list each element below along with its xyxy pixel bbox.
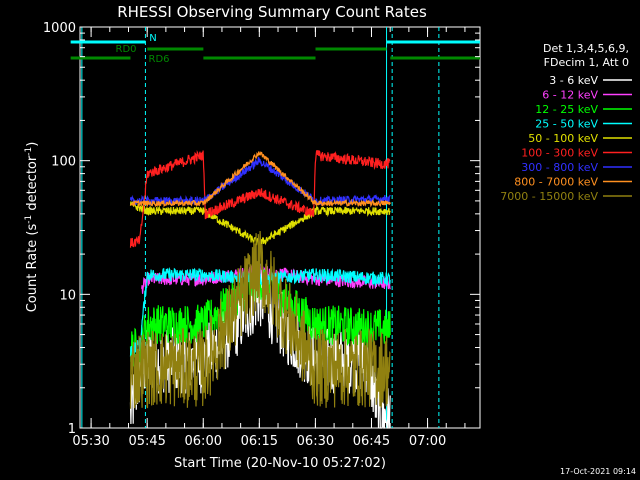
flag-label: RD0 [116,44,137,55]
legend-header-1: Det 1,3,4,5,6,9, [543,42,629,55]
series-line-2 [129,262,391,367]
series-line-7 [130,150,391,209]
generation-timestamp: 17-Oct-2021 09:14 [560,467,636,476]
legend-label: 12 - 25 keV [535,103,598,116]
y-tick-label: 1 [68,422,76,437]
series-line-6 [129,156,391,207]
y-axis-label-mid: detector [25,155,40,215]
plot-content: N RD0 RD6 [70,27,480,429]
x-tick-label: 06:00 [185,434,222,449]
legend: Det 1,3,4,5,6,9, FDecim 1, Att 0 3 - 6 k… [500,42,632,203]
legend-label: 3 - 6 keV [549,74,598,87]
flag-label: N [149,33,156,44]
chart-title: RHESSI Observing Summary Count Rates [117,3,427,21]
series-line-5 [129,149,391,248]
x-tick-label: 05:45 [128,434,165,449]
legend-header-2: FDecim 1, Att 0 [544,56,629,69]
y-axis: 1 10 100 1000 [43,21,480,437]
legend-label: 300 - 800 keV [521,161,598,174]
y-axis-label-main: Count Rate (s [25,224,40,313]
x-tick-label: 06:30 [297,434,334,449]
y-tick-label: 100 [51,155,76,170]
x-tick-label: 07:00 [409,434,446,449]
y-tick-label: 10 [59,288,76,303]
series-line-8 [129,230,391,409]
y-axis-label-sup2: -1 [24,147,34,156]
y-tick-label: 1000 [43,21,76,36]
legend-label: 25 - 50 keV [535,118,598,131]
legend-label: 800 - 7000 keV [514,176,598,189]
x-tick-label: 06:15 [241,434,278,449]
y-axis-label: Count Rate (s-1 detector-1) [24,142,40,313]
y-axis-label-end: ) [25,142,40,147]
y-axis-label-sup1: -1 [24,215,34,224]
legend-label: 50 - 100 keV [528,132,598,145]
plot-frame [79,26,481,429]
legend-label: 7000 - 15000 keV [500,190,598,203]
x-axis-label: Start Time (20-Nov-10 05:27:02) [174,456,386,471]
series-line-3 [129,266,391,357]
x-tick-label: 05:30 [72,434,109,449]
legend-label: 6 - 12 keV [542,89,598,102]
legend-label: 100 - 300 keV [521,147,598,160]
x-tick-label: 06:45 [353,434,390,449]
x-axis: 05:30 05:45 06:00 06:15 06:30 06:45 07:00 [72,27,466,449]
flag-label: RD6 [149,54,170,65]
